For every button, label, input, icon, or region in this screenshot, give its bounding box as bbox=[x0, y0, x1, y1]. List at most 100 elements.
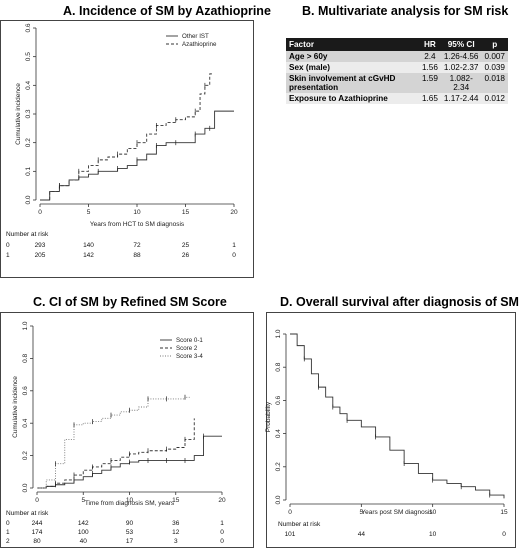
cell-hr: 1.65 bbox=[418, 93, 441, 104]
table-row: Age > 60y 2.4 1.26-4.56 0.007 bbox=[286, 51, 508, 62]
chart-c-risk-label: Number at risk bbox=[6, 510, 49, 517]
chart-c-x-tick-label: 5 bbox=[81, 497, 85, 504]
chart-c-y-tick-label: 0.4 bbox=[22, 418, 29, 427]
chart-d-x-tick-label: 10 bbox=[429, 509, 437, 516]
chart-a-risk-value: 0 bbox=[232, 252, 236, 259]
chart-a-y-tick-label: 0.6 bbox=[25, 23, 32, 32]
chart-c-y-tick-label: 0.2 bbox=[22, 451, 29, 460]
panel-c-title: C. CI of SM by Refined SM Score bbox=[33, 295, 227, 309]
chart-a-y-axis-label: Cumulative incidence bbox=[15, 83, 22, 145]
chart-a-x-tick-label: 15 bbox=[182, 209, 190, 216]
chart-c-risk-value: 0 bbox=[220, 529, 224, 536]
chart-d-y-tick-label: 0.6 bbox=[275, 396, 282, 405]
chart-c-risk-value: 1 bbox=[220, 520, 224, 527]
table-row: Exposure to Azathioprine 1.65 1.17-2.44 … bbox=[286, 93, 508, 104]
cell-hr: 2.4 bbox=[418, 51, 441, 62]
chart-a-y-tick-label: 0.5 bbox=[25, 52, 32, 61]
table-row: Sex (male) 1.56 1.02-2.37 0.039 bbox=[286, 62, 508, 73]
chart-a-x-tick-label: 10 bbox=[133, 209, 141, 216]
chart-c-risk-value: 100 bbox=[78, 529, 89, 536]
chart-d-y-tick-label: 0.4 bbox=[275, 429, 282, 438]
chart-a-risk-value: 205 bbox=[35, 252, 46, 259]
chart-a-risk-group: 1 bbox=[6, 252, 10, 259]
chart-d-risk-value: 0 bbox=[502, 531, 506, 538]
chart-d-x-tick-label: 5 bbox=[360, 509, 364, 516]
header-ci: 95% CI bbox=[440, 38, 482, 51]
chart-c-risk-value: 12 bbox=[172, 529, 180, 536]
chart-d-risk-label: Number at risk bbox=[278, 521, 321, 528]
chart-c-x-tick-label: 15 bbox=[172, 497, 180, 504]
chart-d-risk-value: 44 bbox=[358, 531, 366, 538]
chart-c-risk-group: 0 bbox=[6, 520, 10, 527]
chart-d-x-tick-label: 15 bbox=[500, 509, 508, 516]
chart-c-risk-value: 80 bbox=[33, 538, 41, 545]
cell-hr: 1.56 bbox=[418, 62, 441, 73]
cell-ci: 1.082-2.34 bbox=[440, 73, 482, 93]
chart-c-risk-value: 17 bbox=[126, 538, 134, 545]
cell-factor: Age > 60y bbox=[286, 51, 419, 62]
cell-hr: 1.59 bbox=[418, 73, 441, 93]
chart-c-risk-value: 3 bbox=[174, 538, 178, 545]
cell-ci: 1.02-2.37 bbox=[440, 62, 482, 73]
chart-a-x-tick-label: 0 bbox=[38, 209, 42, 216]
chart-c-risk-group: 1 bbox=[6, 529, 10, 536]
chart-c-risk-value: 142 bbox=[78, 520, 89, 527]
chart-c-x-axis-label: Time from diagnosis SM, years bbox=[85, 500, 175, 507]
chart-c-risk-value: 53 bbox=[126, 529, 134, 536]
panel-a-frame bbox=[0, 20, 254, 278]
chart-d-y-tick-label: 0.8 bbox=[275, 362, 282, 371]
panel-a-title: A. Incidence of SM by Azathioprine bbox=[63, 4, 271, 18]
cell-p: 0.039 bbox=[481, 62, 508, 73]
cell-factor: Skin involvement at cGvHD presentation bbox=[286, 73, 419, 93]
chart-a-risk-label: Number at risk bbox=[6, 231, 49, 238]
header-hr: HR bbox=[418, 38, 441, 51]
chart-a-x-tick-label: 5 bbox=[87, 209, 91, 216]
cell-factor: Sex (male) bbox=[286, 62, 419, 73]
chart-a-y-tick-label: 0.2 bbox=[25, 138, 32, 147]
chart-c-x-tick-label: 10 bbox=[126, 497, 134, 504]
chart-c-risk-value: 90 bbox=[126, 520, 134, 527]
cell-factor: Exposure to Azathioprine bbox=[286, 93, 419, 104]
table-header-row: Factor HR 95% CI p bbox=[286, 38, 508, 51]
chart-a-series-line-2 bbox=[40, 73, 213, 201]
table-row: Skin involvement at cGvHD presentation 1… bbox=[286, 73, 508, 93]
chart-c-y-axis-label: Cumulative incidence bbox=[12, 376, 19, 438]
chart-d-y-tick-label: 1.0 bbox=[275, 329, 282, 338]
chart-a-y-tick-label: 0.4 bbox=[25, 80, 32, 89]
chart-a-risk-value: 142 bbox=[83, 252, 94, 259]
chart-c-risk-value: 36 bbox=[172, 520, 180, 527]
header-factor: Factor bbox=[286, 38, 419, 51]
cell-p: 0.018 bbox=[481, 73, 508, 93]
chart-c-x-tick-label: 20 bbox=[218, 497, 226, 504]
chart-d-risk-value: 10 bbox=[429, 531, 437, 538]
chart-a-risk-value: 1 bbox=[232, 242, 236, 249]
chart-a-risk-value: 88 bbox=[133, 252, 141, 259]
panel-b-title: B. Multivariate analysis for SM risk bbox=[302, 4, 509, 18]
cell-p: 0.012 bbox=[481, 93, 508, 104]
chart-a-risk-value: 25 bbox=[182, 242, 190, 249]
chart-a-x-axis-label: Years from HCT to SM diagnosis bbox=[90, 221, 185, 228]
chart-a-legend-label: Azathioprine bbox=[182, 41, 217, 48]
chart-c-x-tick-label: 0 bbox=[35, 497, 39, 504]
chart-c-risk-value: 244 bbox=[32, 520, 43, 527]
chart-a-legend-label: Other IST bbox=[182, 33, 209, 40]
chart-d-series-line-1 bbox=[290, 333, 505, 499]
chart-a-series-line-1 bbox=[40, 110, 234, 201]
chart-d-y-axis-label: Probability bbox=[265, 401, 272, 432]
panel-d-title: D. Overall survival after diagnosis of S… bbox=[280, 295, 519, 309]
chart-c-risk-group: 2 bbox=[6, 538, 10, 545]
chart-a-risk-value: 140 bbox=[83, 242, 94, 249]
chart-a-y-tick-label: 0.0 bbox=[25, 195, 32, 204]
chart-c-legend-label: Score 2 bbox=[176, 345, 198, 352]
cell-ci: 1.17-2.44 bbox=[440, 93, 482, 104]
chart-c-risk-value: 0 bbox=[220, 538, 224, 545]
chart-c-y-tick-label: 0.0 bbox=[22, 483, 29, 492]
chart-c-y-tick-label: 0.6 bbox=[22, 386, 29, 395]
panel-c-frame bbox=[0, 312, 254, 548]
chart-a-risk-group: 0 bbox=[6, 242, 10, 249]
chart-d-x-tick-label: 0 bbox=[288, 509, 292, 516]
chart-c-series-line-2 bbox=[37, 418, 195, 489]
chart-a-x-tick-label: 20 bbox=[230, 209, 238, 216]
